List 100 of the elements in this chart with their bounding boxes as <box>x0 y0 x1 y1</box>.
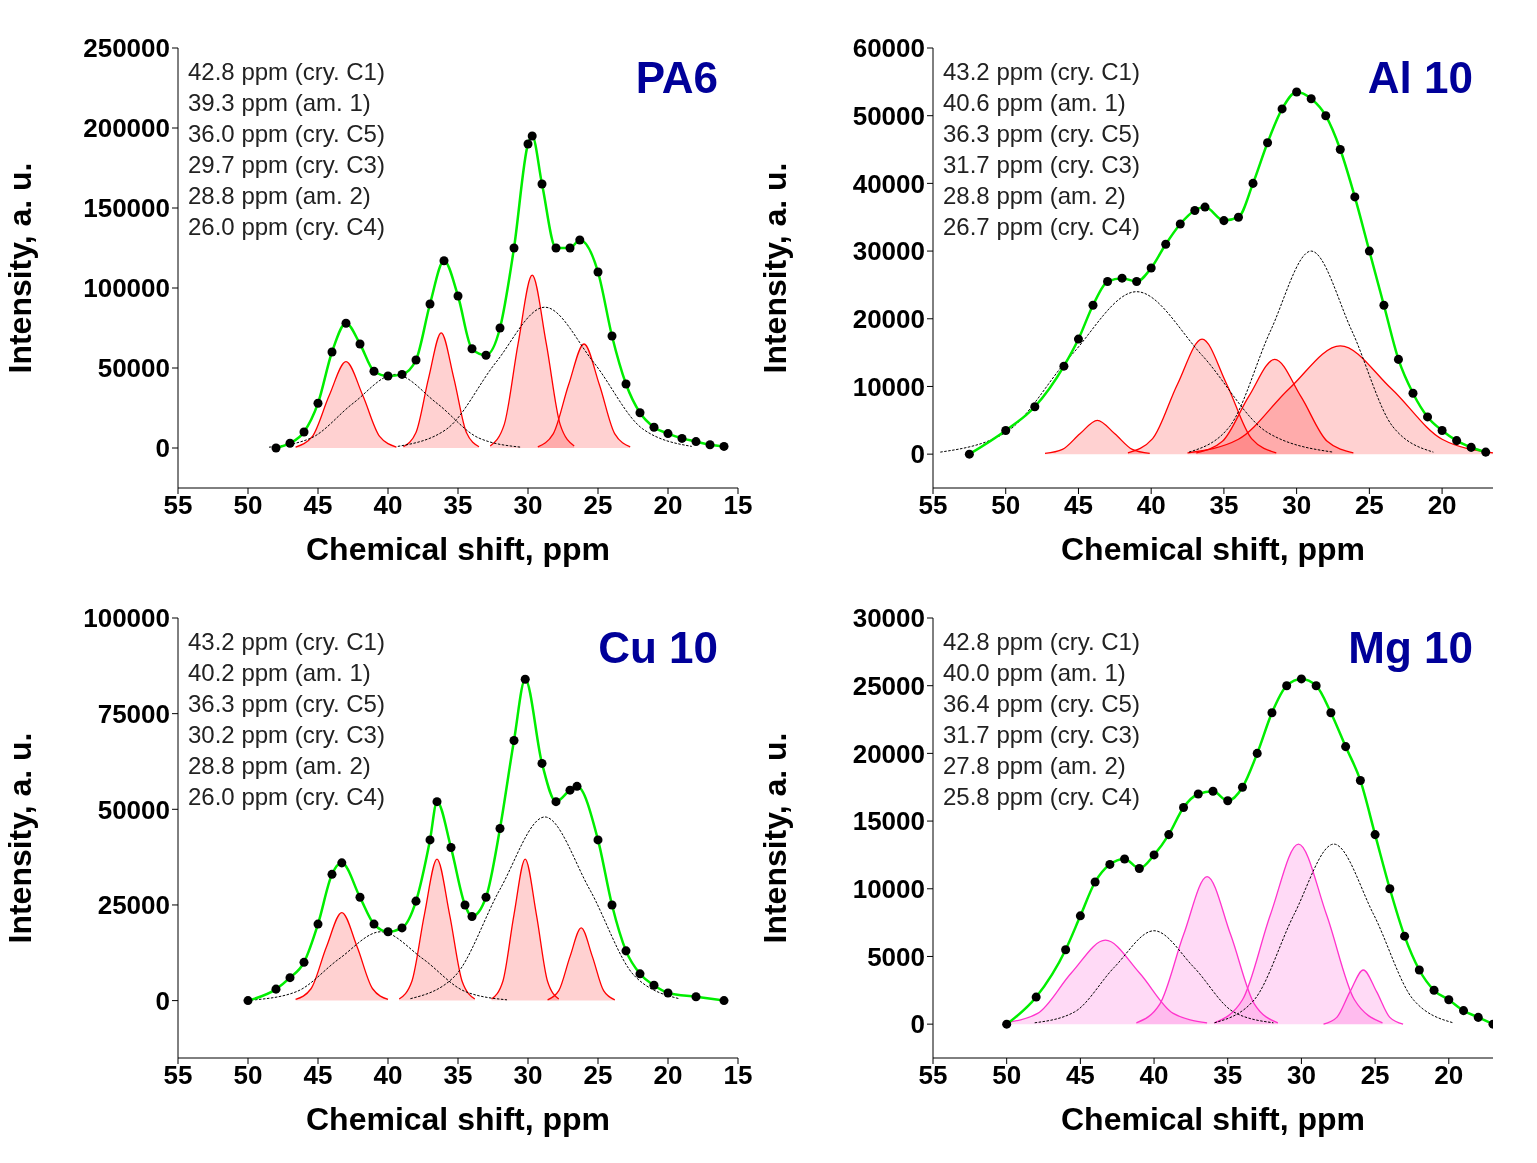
x-tick-label: 30 <box>1286 1060 1316 1091</box>
point <box>1233 212 1243 222</box>
point <box>1200 202 1210 212</box>
point <box>551 243 561 253</box>
point <box>1437 425 1447 435</box>
y-tick-label: 40000 <box>852 168 925 199</box>
point <box>1193 789 1203 799</box>
annotation: 40.6 ppm (am. 1) <box>943 88 1127 118</box>
point <box>1267 708 1277 718</box>
point <box>1103 277 1113 287</box>
y-tick-label: 30000 <box>852 236 925 267</box>
x-tick-label: 35 <box>1213 1060 1243 1091</box>
point <box>1149 850 1159 860</box>
annotation: 26.0 ppm (cry. C4) <box>188 782 385 812</box>
point <box>1282 681 1292 691</box>
point <box>1161 239 1171 249</box>
point <box>964 449 974 459</box>
point <box>1088 300 1098 310</box>
x-tick-label: 50 <box>991 490 1021 521</box>
x-tick-label: 20 <box>1434 1060 1464 1091</box>
point <box>1134 863 1144 873</box>
y-tick-label: 200000 <box>83 113 170 144</box>
x-tick-label: 25 <box>1360 1060 1390 1091</box>
x-tick-label: 40 <box>373 490 403 521</box>
point <box>527 131 537 141</box>
point <box>1335 145 1345 155</box>
y-tick-label: 0 <box>155 985 170 1016</box>
point <box>1090 877 1100 887</box>
x-tick-label: 40 <box>1136 490 1166 521</box>
point <box>509 735 519 745</box>
point <box>1370 830 1380 840</box>
point <box>1400 931 1410 941</box>
point <box>1208 786 1218 796</box>
x-axis-title: Chemical shift, ppm <box>305 1101 611 1137</box>
y-tick-label: 10000 <box>852 874 925 904</box>
y-axis-title: Intensity, a. u. <box>757 162 794 374</box>
y-tick-label: 10000 <box>852 371 925 402</box>
point <box>432 797 442 807</box>
point <box>1459 1006 1469 1016</box>
x-tick-label: 35 <box>443 1060 473 1091</box>
chart-title: PA6 <box>635 53 718 103</box>
x-tick-label: 50 <box>992 1060 1022 1091</box>
point <box>1423 412 1433 422</box>
point <box>649 422 659 432</box>
x-tick-label: 25 <box>1354 490 1384 521</box>
point <box>565 785 575 795</box>
point <box>1473 1012 1483 1022</box>
point <box>1306 94 1316 104</box>
annotation: 39.3 ppm (am. 1) <box>188 88 372 118</box>
y-axis-title: Intensity, a. u. <box>757 732 794 944</box>
point <box>663 429 673 439</box>
point <box>495 823 505 833</box>
annotation: 28.8 ppm (am. 2) <box>188 751 372 781</box>
point <box>719 996 729 1006</box>
x-tick-label: 25 <box>583 1060 613 1091</box>
point <box>383 371 393 381</box>
x-tick-label: 20 <box>1427 490 1457 521</box>
point <box>1248 178 1258 188</box>
point <box>341 318 351 328</box>
y-tick-label: 30000 <box>852 603 925 634</box>
x-tick-label: 30 <box>513 490 543 521</box>
y-tick-label: 75000 <box>97 698 170 729</box>
point <box>425 835 435 845</box>
point <box>299 957 309 967</box>
x-tick-label: 30 <box>513 1060 543 1091</box>
point <box>1219 216 1229 226</box>
point <box>1073 334 1083 344</box>
annotation: 42.8 ppm (cry. C1) <box>943 627 1140 657</box>
point <box>1277 104 1287 114</box>
chart-title: Cu 10 <box>598 623 718 673</box>
point <box>1002 1019 1012 1029</box>
point <box>635 408 645 418</box>
point <box>285 973 295 983</box>
annotation: 28.8 ppm (am. 2) <box>188 181 372 211</box>
point <box>299 427 309 437</box>
point <box>1481 447 1491 457</box>
annotation: 36.4 ppm (cry. C5) <box>943 689 1140 719</box>
point <box>411 355 421 365</box>
point <box>607 900 617 910</box>
annotation: 28.8 ppm (am. 2) <box>943 181 1127 211</box>
point <box>1429 985 1439 995</box>
point <box>551 797 561 807</box>
y-tick-label: 25000 <box>97 890 170 921</box>
y-tick-label: 50000 <box>852 100 925 131</box>
point <box>537 179 547 189</box>
point <box>397 923 407 933</box>
y-tick-label: 250000 <box>83 33 170 64</box>
point <box>243 996 253 1006</box>
point <box>481 892 491 902</box>
point <box>1379 300 1389 310</box>
x-tick-label: 55 <box>918 490 948 521</box>
annotation: 42.8 ppm (cry. C1) <box>188 57 385 87</box>
x-tick-label: 55 <box>163 490 193 521</box>
y-tick-label: 150000 <box>83 193 170 224</box>
x-tick-label: 30 <box>1282 490 1312 521</box>
point <box>453 291 463 301</box>
point <box>460 900 470 910</box>
point <box>467 344 477 354</box>
point <box>575 235 585 245</box>
x-tick-label: 45 <box>303 490 333 521</box>
